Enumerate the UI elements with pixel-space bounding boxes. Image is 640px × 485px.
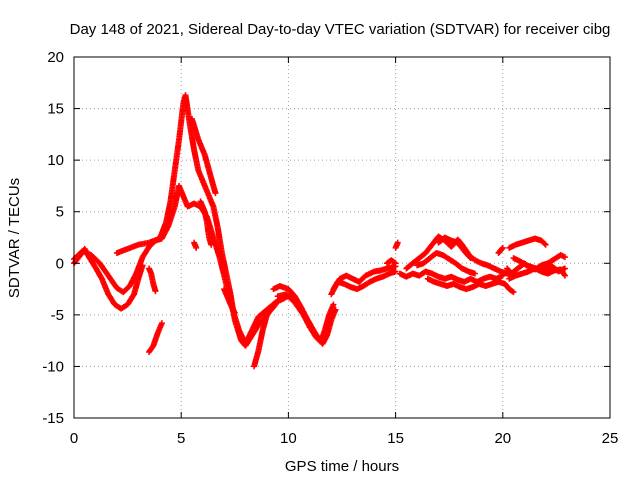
x-axis-label: GPS time / hours xyxy=(285,458,399,475)
series-trace-d xyxy=(188,115,219,197)
data-point-marker xyxy=(332,306,339,313)
series-trace-t xyxy=(424,275,517,296)
data-point-marker xyxy=(561,271,568,278)
chart-title: Day 148 of 2021, Sidereal Day-to-day VTE… xyxy=(70,21,611,38)
series-trace-c xyxy=(113,92,279,349)
data-point-marker xyxy=(231,309,238,316)
x-tick-label: 15 xyxy=(387,430,404,447)
series-trace-v xyxy=(495,244,506,256)
data-point-marker xyxy=(212,190,219,197)
data-point-marker xyxy=(466,254,473,261)
y-tick-label: -15 xyxy=(42,410,64,427)
data-point-marker xyxy=(152,288,159,295)
y-axis-label: SDTVAR / TECUs xyxy=(6,178,23,298)
series-trace-w xyxy=(506,235,549,251)
series-trace-i xyxy=(221,286,238,316)
axis-ticks: 0 5 10 15 20 25 -15 -10 -5 0 5 10 15 20 xyxy=(42,49,618,447)
series-trace-l xyxy=(274,291,339,347)
series-trace-b xyxy=(71,182,288,347)
x-tick-label: 10 xyxy=(280,430,297,447)
data-point-marker xyxy=(498,245,505,252)
data-point-marker xyxy=(561,265,568,272)
y-tick-label: 15 xyxy=(47,101,64,118)
data-points xyxy=(71,92,568,370)
data-point-marker xyxy=(542,241,549,248)
data-point-marker xyxy=(394,239,401,246)
x-tick-label: 5 xyxy=(177,430,185,447)
series-trace-z xyxy=(510,255,568,275)
series-trace-f xyxy=(146,320,165,355)
data-point-marker xyxy=(158,320,165,327)
series-trace-n xyxy=(330,268,399,293)
series-trace-s xyxy=(414,249,478,277)
x-tick-label: 25 xyxy=(602,430,619,447)
data-point-marker xyxy=(193,244,200,251)
series-trace-u xyxy=(435,234,474,262)
data-point-marker xyxy=(471,270,478,277)
data-point-marker xyxy=(510,289,517,296)
data-point-marker xyxy=(392,268,399,275)
series-trace-p xyxy=(392,239,401,251)
y-tick-label: 5 xyxy=(56,204,64,221)
data-point-marker xyxy=(561,254,568,261)
series-trace-e xyxy=(197,198,215,248)
data-point-marker xyxy=(391,259,398,266)
plot-border xyxy=(73,56,611,419)
x-tick-label: 20 xyxy=(494,430,511,447)
data-point-marker xyxy=(541,240,548,247)
series-trace-g xyxy=(146,265,159,295)
y-tick-label: 10 xyxy=(47,152,64,169)
y-tick-label: -5 xyxy=(51,307,64,324)
series-trace-h xyxy=(191,239,200,251)
data-point-marker xyxy=(499,244,506,251)
series-trace-o xyxy=(384,257,399,267)
data-point-marker xyxy=(467,255,474,262)
data-point-marker xyxy=(330,301,337,308)
y-tick-label: 20 xyxy=(47,49,64,66)
data-point-marker xyxy=(392,260,399,267)
data-point-marker xyxy=(208,241,215,248)
x-tick-label: 0 xyxy=(70,430,78,447)
grid-lines xyxy=(74,57,610,418)
data-point-marker xyxy=(509,288,516,295)
data-point-marker xyxy=(561,272,568,279)
y-tick-label: -10 xyxy=(42,358,64,375)
y-tick-label: 0 xyxy=(56,255,64,272)
